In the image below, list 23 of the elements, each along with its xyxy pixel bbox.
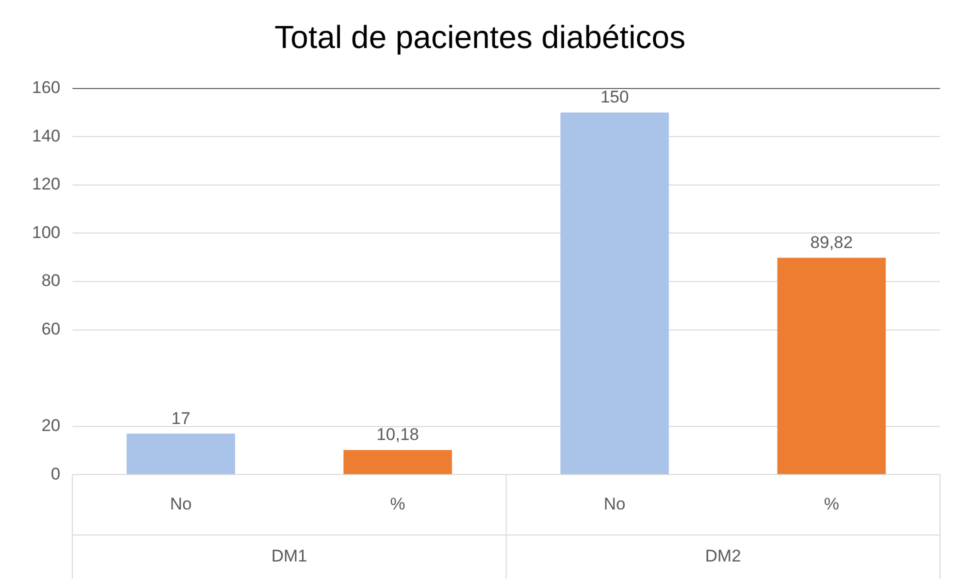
y-tick-label: 140 <box>32 126 60 146</box>
bar <box>344 450 452 474</box>
text: DM1 <box>271 546 308 566</box>
data-label: 10,18 <box>376 425 419 444</box>
x-tick-label: % <box>824 494 840 514</box>
y-tick-label: 80 <box>41 271 60 290</box>
y-tick-label: 120 <box>32 174 60 194</box>
x-tick-label: No <box>170 494 192 514</box>
data-label: 89,82 <box>810 232 853 252</box>
y-tick-label: 60 <box>41 319 60 338</box>
bar <box>777 258 886 474</box>
bar <box>126 434 236 474</box>
y-tick-label: 20 <box>41 416 60 436</box>
y-tick-label: 160 <box>32 78 60 98</box>
text: DM2 <box>705 546 742 566</box>
y-tick-label: 100 <box>32 222 60 242</box>
data-label: 150 <box>600 88 629 107</box>
data-label: 17 <box>171 408 190 428</box>
bar <box>560 112 669 474</box>
chart-title: Total de pacientes diabéticos <box>274 19 686 56</box>
y-tick-label: 0 <box>50 464 60 484</box>
x-tick-label: No <box>604 494 626 514</box>
x-tick-label: % <box>390 494 406 514</box>
